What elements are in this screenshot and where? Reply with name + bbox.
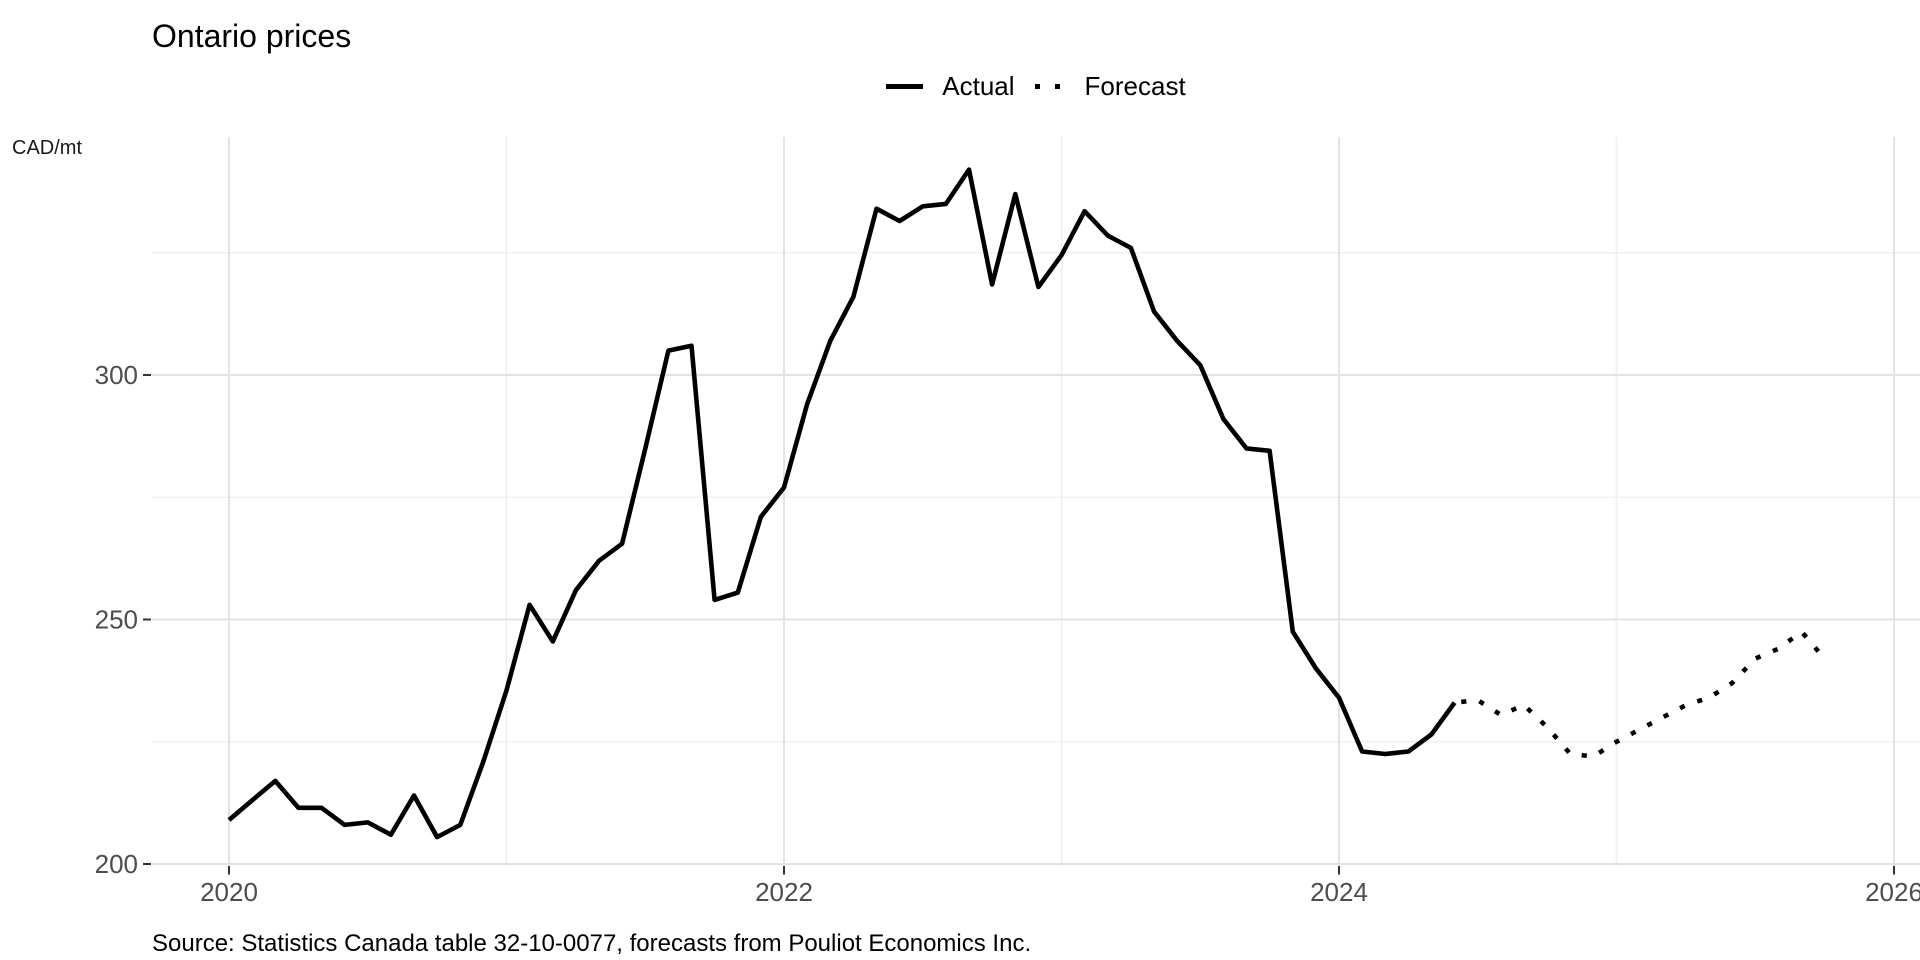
legend-item-actual: Actual: [886, 70, 1015, 102]
legend-label-forecast: Forecast: [1084, 70, 1186, 101]
x-tick-label: 2020: [200, 877, 258, 907]
legend: Actual Forecast: [152, 68, 1920, 104]
x-tick-label: 2022: [755, 877, 813, 907]
forecast-line-swatch: [1029, 83, 1066, 89]
x-tick-label: 2026: [1865, 877, 1920, 907]
actual-line-swatch: [886, 83, 924, 89]
y-axis-unit-label: CAD/mt: [12, 137, 82, 159]
x-tick-label: 2024: [1310, 877, 1368, 907]
chart-title: Ontario prices: [152, 18, 352, 54]
legend-item-forecast: Forecast: [1029, 71, 1186, 102]
forecast-line: [1452, 628, 1828, 759]
y-tick-label: 300: [95, 360, 138, 390]
y-tick-label: 200: [95, 849, 138, 879]
y-tick-label: 250: [95, 605, 138, 635]
actual-line: [227, 167, 1457, 840]
legend-label-actual: Actual: [942, 70, 1015, 101]
source-caption: Source: Statistics Canada table 32-10-00…: [152, 930, 1032, 957]
